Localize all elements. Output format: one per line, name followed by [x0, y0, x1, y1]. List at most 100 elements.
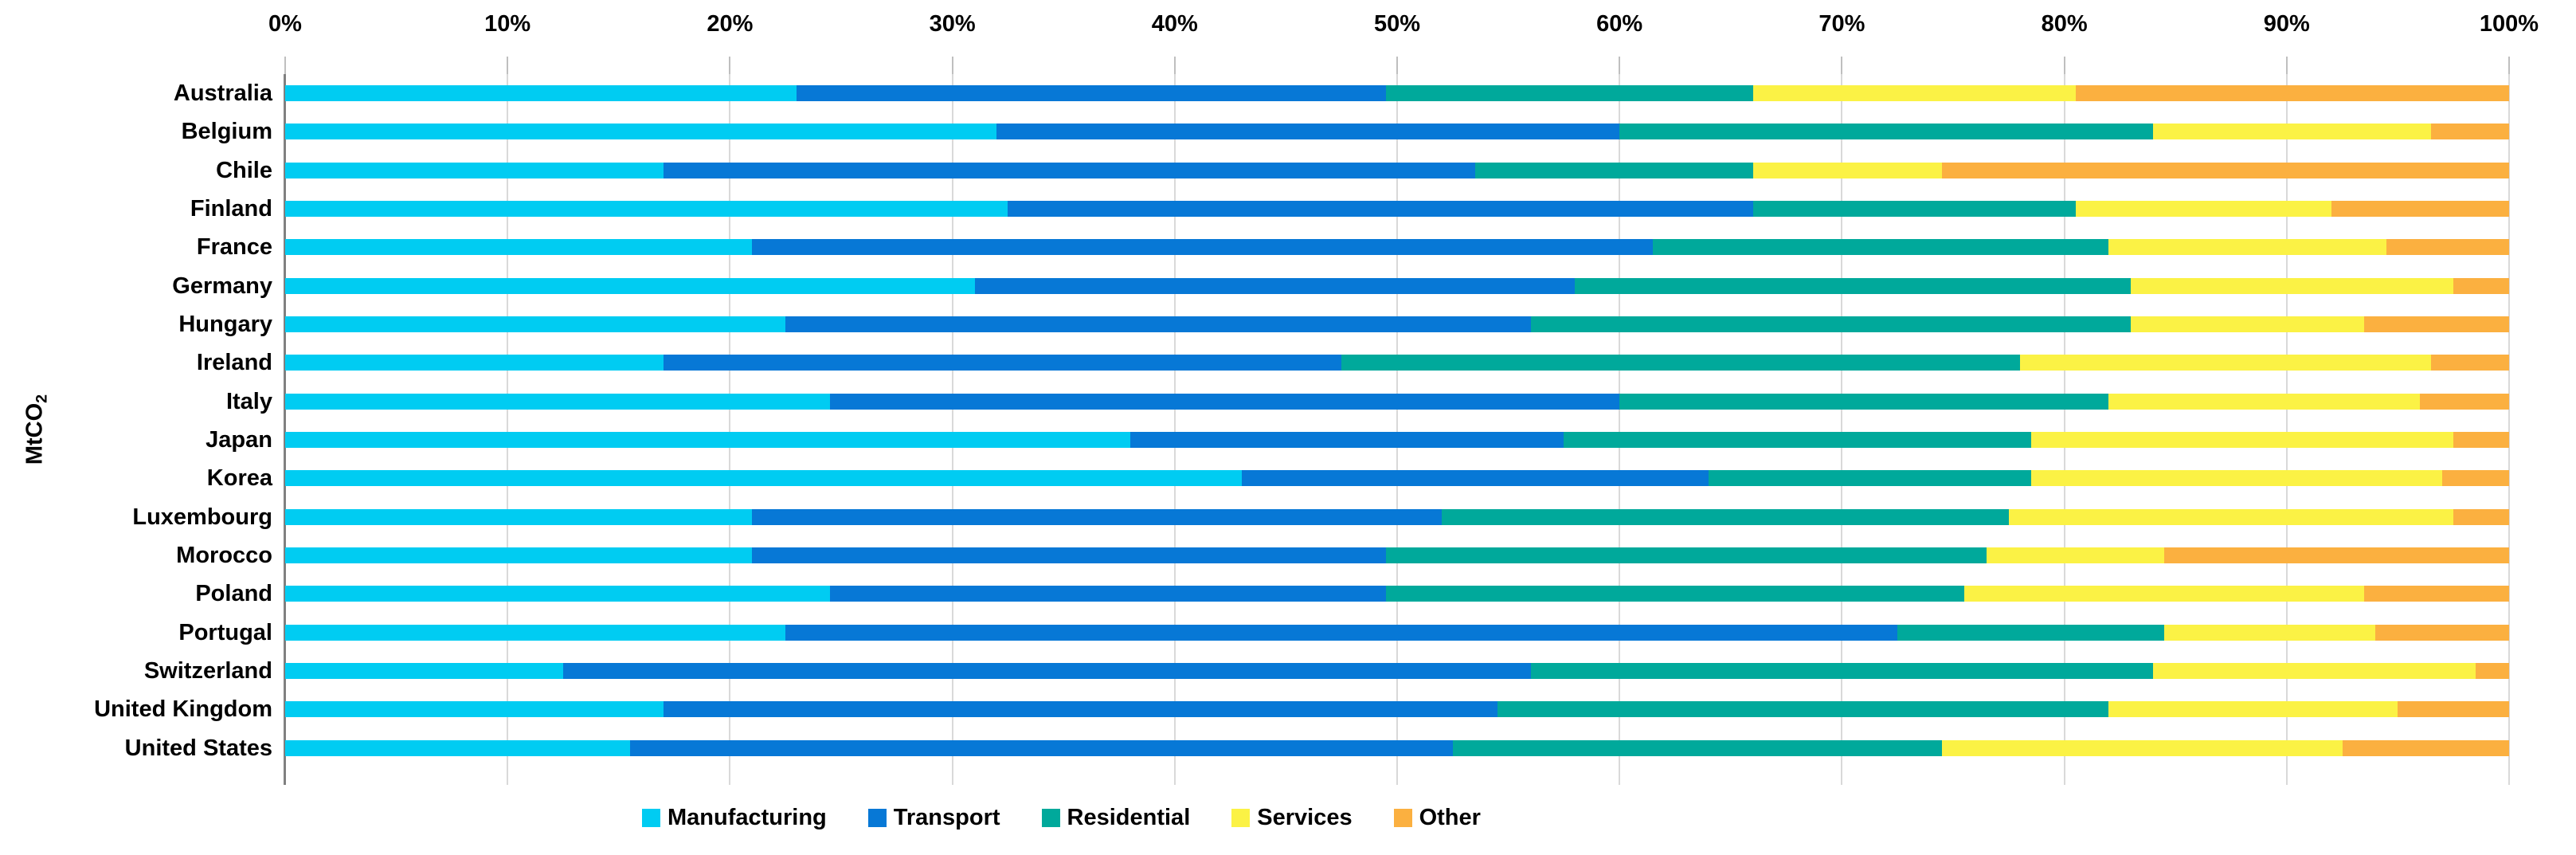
x-axis-tick-mark [1396, 57, 1398, 74]
bar-segment-manufacturing [285, 355, 664, 371]
category-label: Australia [173, 80, 272, 106]
bar-segment-services [2108, 393, 2421, 410]
bar-row [285, 431, 2509, 448]
x-axis-tick-label: 30% [929, 11, 976, 37]
bar-segment-transport [752, 508, 1442, 525]
bar-row [285, 586, 2509, 602]
bar-segment-services [2131, 316, 2365, 332]
bar-segment-manufacturing [285, 393, 831, 410]
x-axis-tick-mark [1619, 57, 1621, 74]
bar-segment-manufacturing [285, 662, 563, 679]
legend-item-other: Other [1393, 805, 1481, 831]
legend-swatch-icon [1393, 809, 1412, 827]
gridline [729, 74, 731, 785]
bar-segment-transport [1129, 431, 1564, 448]
bar-row [285, 508, 2509, 525]
bar-segment-manufacturing [285, 85, 797, 101]
bar-segment-other [2453, 277, 2509, 294]
bar-segment-residential [1386, 85, 1753, 101]
bar-segment-services [2108, 239, 2387, 256]
legend-swatch-icon [1041, 809, 1060, 827]
bar-segment-services [1963, 586, 2365, 602]
legend-label: Other [1419, 805, 1481, 830]
bar-segment-manufacturing [285, 470, 1242, 487]
bar-segment-manufacturing [285, 508, 753, 525]
category-label: Switzerland [143, 657, 272, 684]
bar-segment-transport [563, 662, 1531, 679]
bar-segment-manufacturing [285, 124, 997, 140]
legend-swatch-icon [642, 809, 660, 827]
category-label: Korea [206, 465, 272, 492]
category-label: Luxembourg [132, 504, 272, 530]
bar-segment-manufacturing [285, 739, 630, 756]
legend-label: Transport [893, 805, 1000, 830]
legend-label: Services [1257, 805, 1353, 830]
bar-segment-services [2075, 200, 2331, 217]
category-label: Japan [206, 426, 272, 453]
bar-segment-services [2019, 355, 2432, 371]
bar-segment-other [2342, 739, 2509, 756]
bar-row [285, 162, 2509, 178]
bar-row [285, 316, 2509, 332]
category-label: Chile [216, 157, 272, 183]
bar-segment-other [2431, 355, 2509, 371]
bar-segment-transport [629, 739, 1453, 756]
bar-segment-residential [1619, 393, 2109, 410]
bar-segment-residential [1619, 124, 2154, 140]
x-axis-tick-label: 100% [2479, 11, 2539, 37]
legend-swatch-icon [1231, 809, 1251, 827]
gridline [1841, 74, 1843, 785]
x-axis-tick-mark [1173, 57, 1176, 74]
bar-segment-services [1752, 162, 1943, 178]
bar-segment-manufacturing [285, 547, 753, 563]
legend-label: Residential [1067, 805, 1191, 830]
category-label: Germany [172, 273, 272, 299]
x-axis-tick-mark [2285, 57, 2288, 74]
gridline [2063, 74, 2065, 785]
bar-row [285, 624, 2509, 641]
bar-segment-residential [1452, 739, 1943, 756]
bar-row [285, 701, 2509, 718]
x-axis-tick-label: 90% [2263, 11, 2310, 37]
bar-segment-transport [974, 277, 1576, 294]
category-label: Italy [225, 388, 272, 414]
bar-segment-other [1942, 162, 2509, 178]
bar-segment-manufacturing [285, 701, 664, 718]
bar-segment-residential [1653, 239, 2109, 256]
bar-segment-manufacturing [285, 200, 1008, 217]
legend-item-residential: Residential [1041, 805, 1191, 831]
bar-segment-manufacturing [285, 431, 1130, 448]
bar-segment-manufacturing [285, 316, 786, 332]
y-axis-line [284, 74, 286, 785]
gridline [1619, 74, 1621, 785]
gridline [1396, 74, 1398, 785]
category-label: United States [124, 735, 272, 761]
x-axis-tick-label: 20% [707, 11, 754, 37]
bar-segment-residential [1752, 200, 2076, 217]
bar-segment-services [2108, 701, 2398, 718]
bar-segment-other [2453, 431, 2509, 448]
bar-row [285, 662, 2509, 679]
x-axis-tick-label: 0% [268, 11, 302, 37]
bar-segment-other [2375, 624, 2509, 641]
category-label: Morocco [176, 542, 272, 568]
bar-row [285, 200, 2509, 217]
legend-item-services: Services [1231, 805, 1353, 831]
gridline [507, 74, 509, 785]
bar-row [285, 124, 2509, 140]
bar-segment-other [2442, 470, 2509, 487]
legend-item-manufacturing: Manufacturing [642, 805, 827, 831]
gridline [2285, 74, 2288, 785]
bar-segment-transport [752, 239, 1654, 256]
bar-segment-transport [663, 355, 1342, 371]
bar-segment-residential [1386, 586, 1964, 602]
bar-segment-other [2364, 316, 2509, 332]
bar-row [285, 239, 2509, 256]
category-label: United Kingdom [94, 696, 272, 723]
bar-segment-residential [1530, 662, 2154, 679]
x-axis-tick-mark [2063, 57, 2065, 74]
bar-segment-residential [1530, 316, 2132, 332]
x-axis-tick-label: 80% [2041, 11, 2088, 37]
category-label: France [196, 234, 272, 261]
bar-segment-residential [1441, 508, 2009, 525]
